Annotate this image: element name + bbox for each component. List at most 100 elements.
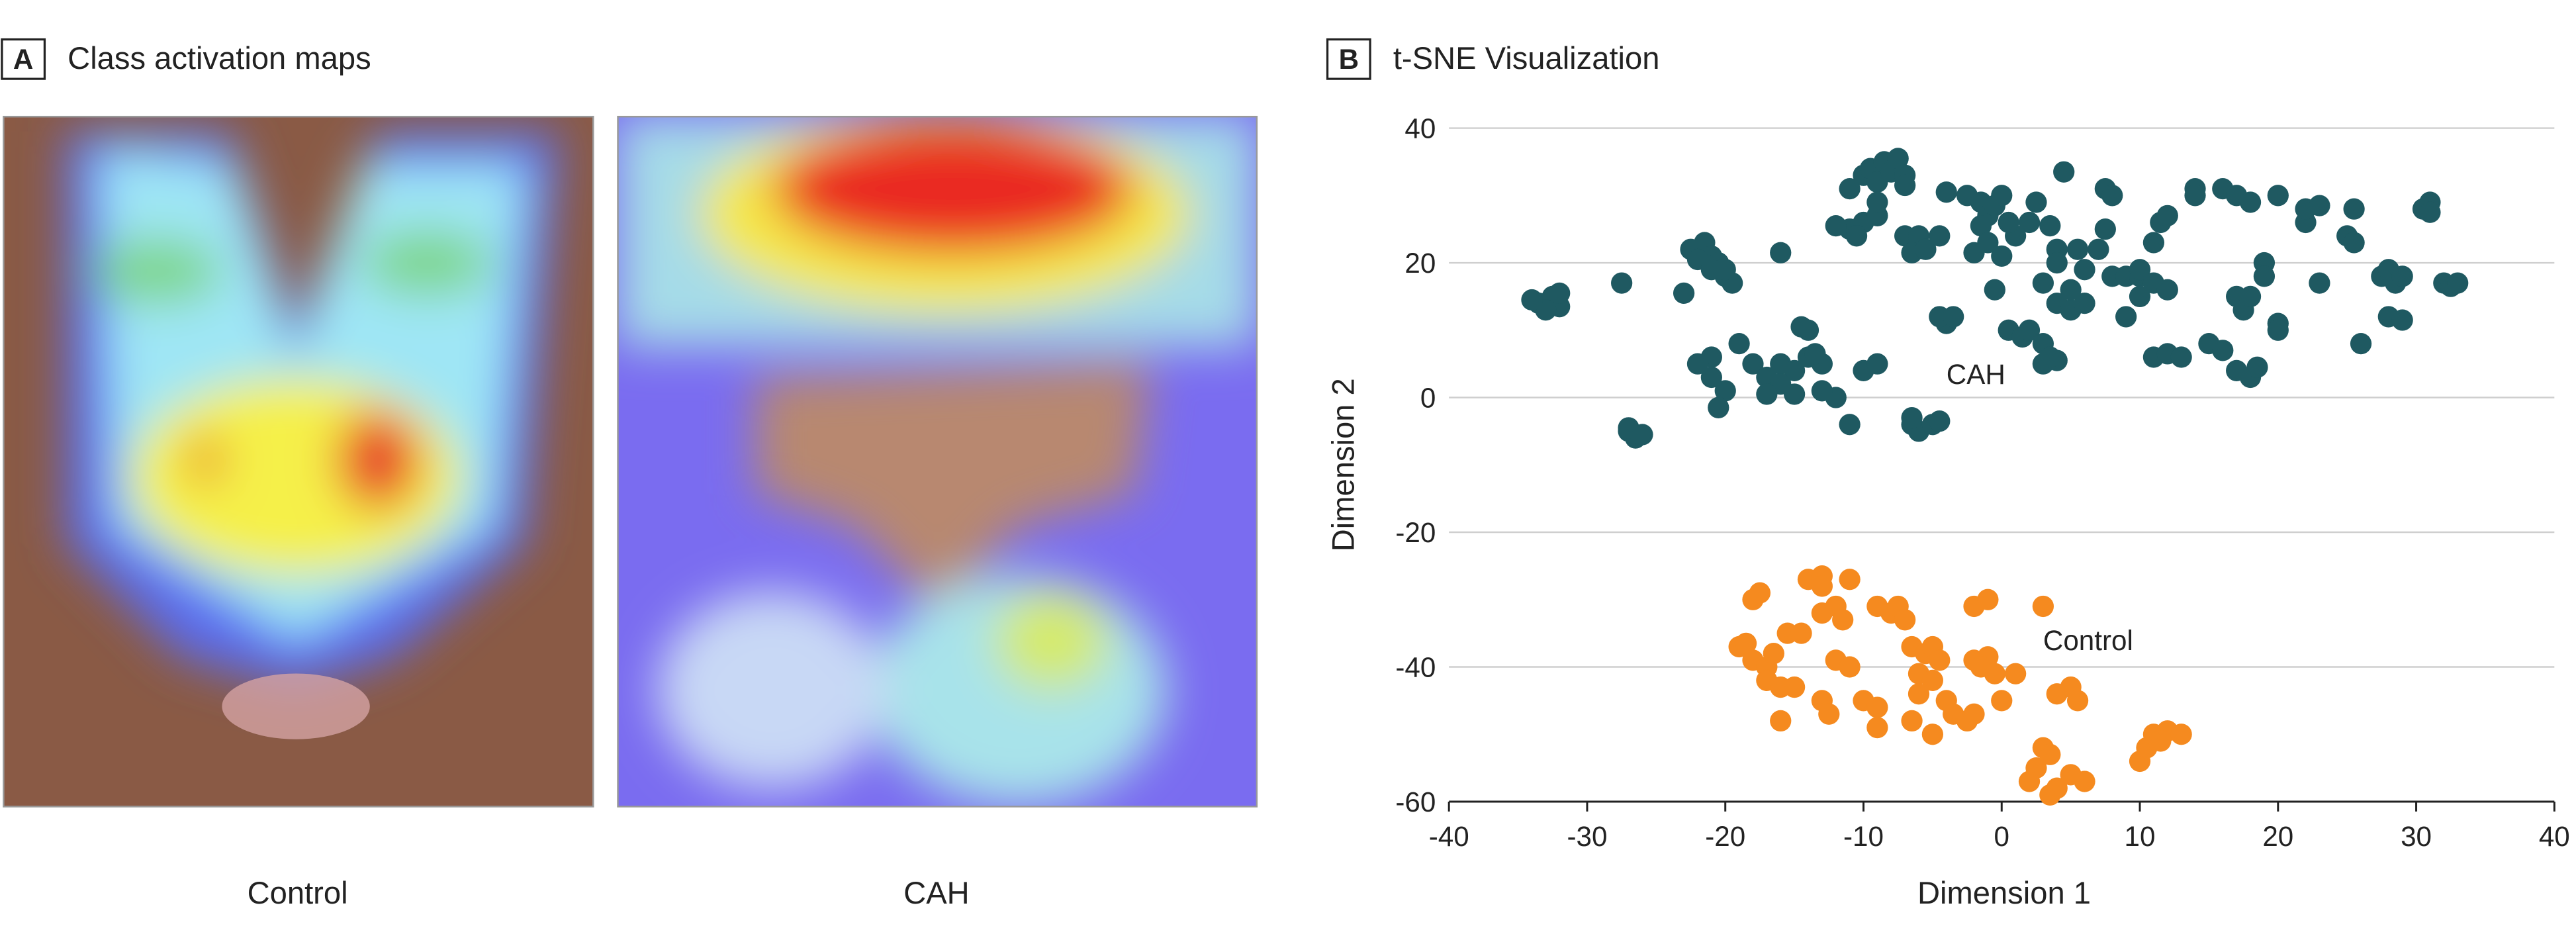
point [1839,569,1861,590]
point [2046,777,2068,799]
x-tick-label: 40 [2539,821,2570,852]
point [1901,406,1923,429]
point [1901,710,1923,732]
point [1977,588,1999,610]
point [1783,383,1806,405]
point [1866,191,1888,213]
point [1728,333,1750,355]
y-tick-label: -20 [1395,517,1436,548]
point [1839,414,1861,436]
x-tick-label: 20 [2262,821,2293,852]
point [2053,161,2075,183]
point [2115,306,2137,328]
point [1839,656,1861,678]
point [1700,259,1722,281]
point [2018,319,2041,341]
image-frame [617,115,1258,808]
point [2150,730,2172,752]
image-caption: CAH [903,875,970,910]
point [2212,340,2234,361]
heatmap-image [3,117,594,807]
point [2343,232,2365,254]
point [1735,632,1757,655]
point [1763,643,1784,665]
point [2239,285,2262,308]
point [1611,272,1633,294]
point [1866,696,1888,718]
point [1963,242,1985,263]
point [1790,316,1812,338]
point [1866,716,1888,739]
point [2156,205,2178,226]
point [2039,743,2061,765]
point [1749,582,1771,604]
point [1991,245,2013,267]
point [1790,622,1812,644]
point [1894,174,1916,197]
point [1845,225,1868,247]
point [1770,710,1792,732]
point [2094,218,2116,240]
point [1686,353,1709,375]
point [1770,242,1792,263]
point [1700,366,1722,389]
point [2267,185,2289,207]
y-tick-label: 40 [1404,113,1436,144]
point [1970,214,1992,237]
point [2074,259,2095,281]
point [1963,703,1985,725]
point [2343,198,2365,220]
point [1825,214,1847,237]
point [2088,238,2109,260]
point [1991,690,2013,712]
panel-label-box [1,38,46,80]
point [2267,319,2289,341]
point [1929,649,1951,671]
x-tick-label: 10 [2125,821,2156,852]
point [2170,724,2192,745]
x-tick-label: -10 [1843,821,1884,852]
point [2447,272,2469,294]
point [2074,771,2095,792]
point [2309,195,2330,216]
point [2046,252,2068,274]
point [2060,279,2082,301]
point [2066,238,2089,260]
point [1804,343,1826,365]
x-tick-label: 30 [2401,821,2432,852]
image-caption: Control [248,875,348,910]
point [1991,185,2013,207]
panel-title: Class activation maps [68,40,371,75]
point [2039,346,2061,368]
point [2246,356,2268,378]
point [2239,191,2262,213]
panel-label: A [13,44,33,75]
point [2005,663,2027,684]
point [2309,272,2330,294]
point [2025,191,2047,213]
point [1921,669,1944,692]
point [1887,148,1909,169]
point [1998,211,2019,234]
point [1921,724,1944,745]
point [1839,178,1861,200]
point [1783,676,1806,698]
heatmap-image [618,117,1257,807]
chart-title: t-SNE Visualization [1393,40,1660,75]
x-tick-label: -20 [1705,821,1745,852]
point [2391,309,2413,331]
point [1632,424,1653,446]
point [1811,602,1833,624]
point [2025,757,2047,779]
point [2184,185,2206,207]
x-tick-label: 0 [1994,821,2009,852]
point [2419,201,2441,223]
point [2032,595,2054,618]
y-tick-label: -40 [1395,651,1436,682]
point [1811,380,1833,402]
point [1818,703,1840,725]
point [1521,289,1543,311]
point [2101,185,2123,207]
point [2018,211,2041,234]
point [1811,575,1833,597]
